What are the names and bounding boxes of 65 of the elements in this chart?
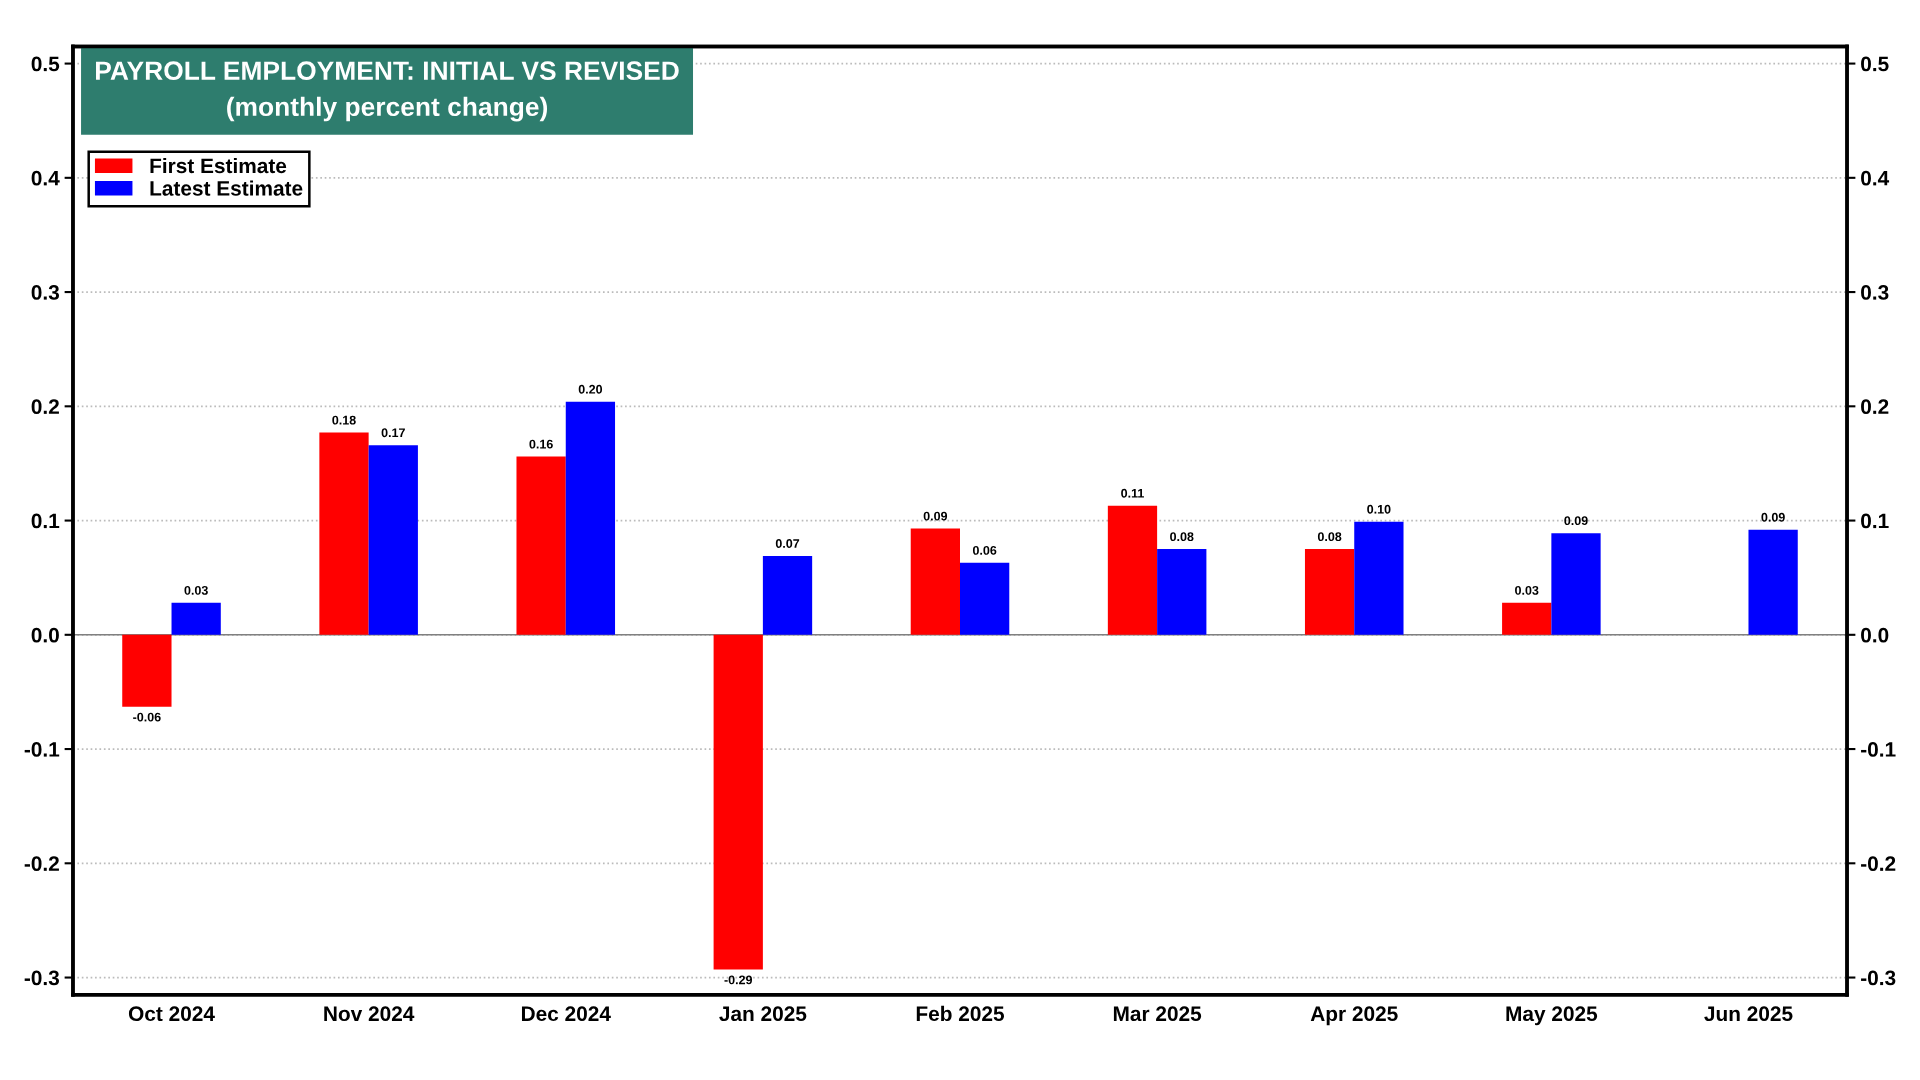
data-label: 0.03: [184, 585, 208, 595]
y-tick-label: -0.3: [24, 970, 60, 986]
bar: [1354, 521, 1404, 635]
y2-tick-label: 0.0: [1861, 627, 1889, 643]
data-label: 0.16: [529, 439, 553, 449]
bar: [1502, 602, 1552, 635]
data-label: 0.03: [1515, 585, 1539, 595]
data-label: 0.10: [1367, 504, 1391, 514]
y2-tick-label: 0.5: [1861, 56, 1889, 72]
text: (monthly percent change): [227, 96, 548, 122]
bar: [762, 555, 813, 635]
y-tick-label: 0.5: [31, 56, 60, 72]
y2-tick-label: -0.2: [1861, 856, 1896, 872]
bar: [516, 456, 566, 635]
y-tick-label: 0.4: [31, 170, 60, 186]
x-tick-label: Jan 2025: [719, 1006, 807, 1022]
data-label: -0.06: [133, 712, 161, 722]
y2-tick-label: 0.2: [1861, 399, 1889, 415]
data-label: 0.09: [1761, 512, 1785, 522]
data-label: 0.06: [972, 545, 997, 555]
bar: [1304, 549, 1355, 635]
data-label: 0.07: [775, 539, 800, 548]
data-label: 0.09: [1564, 516, 1588, 526]
bar: [910, 528, 960, 635]
data-label: -0.29: [724, 975, 753, 985]
x-tick-label: Feb 2025: [916, 1005, 1005, 1022]
bar: [960, 562, 1010, 635]
y-tick-label: 0.1: [31, 513, 60, 529]
y-tick-label: 0.0: [31, 627, 59, 643]
bar: [565, 401, 616, 635]
bar: [713, 634, 763, 970]
data-label: 0.11: [1121, 488, 1144, 498]
legend-label: First Estimate: [150, 157, 287, 174]
bar: [122, 634, 172, 707]
data-label: 0.09: [923, 511, 948, 521]
data-label: 0.20: [578, 384, 603, 394]
bar: [1551, 533, 1601, 635]
x-tick-label: Mar 2025: [1113, 1006, 1202, 1022]
x-tick-label: Jun 2025: [1704, 1006, 1793, 1022]
bar: [368, 445, 418, 635]
y-tick-label: -0.2: [24, 856, 59, 872]
data-label: 0.18: [332, 415, 356, 425]
bar: [1748, 529, 1798, 635]
bar: [1157, 549, 1207, 635]
y-tick-label: -0.1: [24, 742, 60, 757]
y2-tick-label: 0.3: [1861, 285, 1889, 300]
data-label: 0.17: [381, 428, 405, 438]
y-tick-label: 0.2: [31, 399, 59, 415]
x-tick-label: Oct 2024: [128, 1006, 215, 1022]
y-tick-label: 0.3: [31, 285, 60, 300]
chart-title: PAYROLL EMPLOYMENT: INITIAL VS REVISED: [96, 61, 679, 81]
legend-label: Latest Estimate: [150, 180, 303, 196]
x-tick-label: Dec 2024: [521, 1006, 611, 1022]
y2-tick-label: 0.4: [1861, 170, 1890, 186]
bar: [319, 432, 369, 635]
y2-tick-label: -0.1: [1861, 742, 1896, 757]
y2-tick-label: 0.1: [1861, 513, 1889, 529]
data-label: 0.08: [1170, 532, 1194, 542]
bar: [1107, 505, 1158, 635]
x-tick-label: Apr 2025: [1310, 1006, 1398, 1026]
data-label: 0.08: [1317, 532, 1342, 542]
x-tick-label: May 2025: [1506, 1006, 1598, 1026]
x-tick-label: Nov 2024: [324, 1006, 415, 1022]
y2-tick-label: -0.3: [1861, 970, 1896, 986]
bar: [171, 602, 221, 635]
